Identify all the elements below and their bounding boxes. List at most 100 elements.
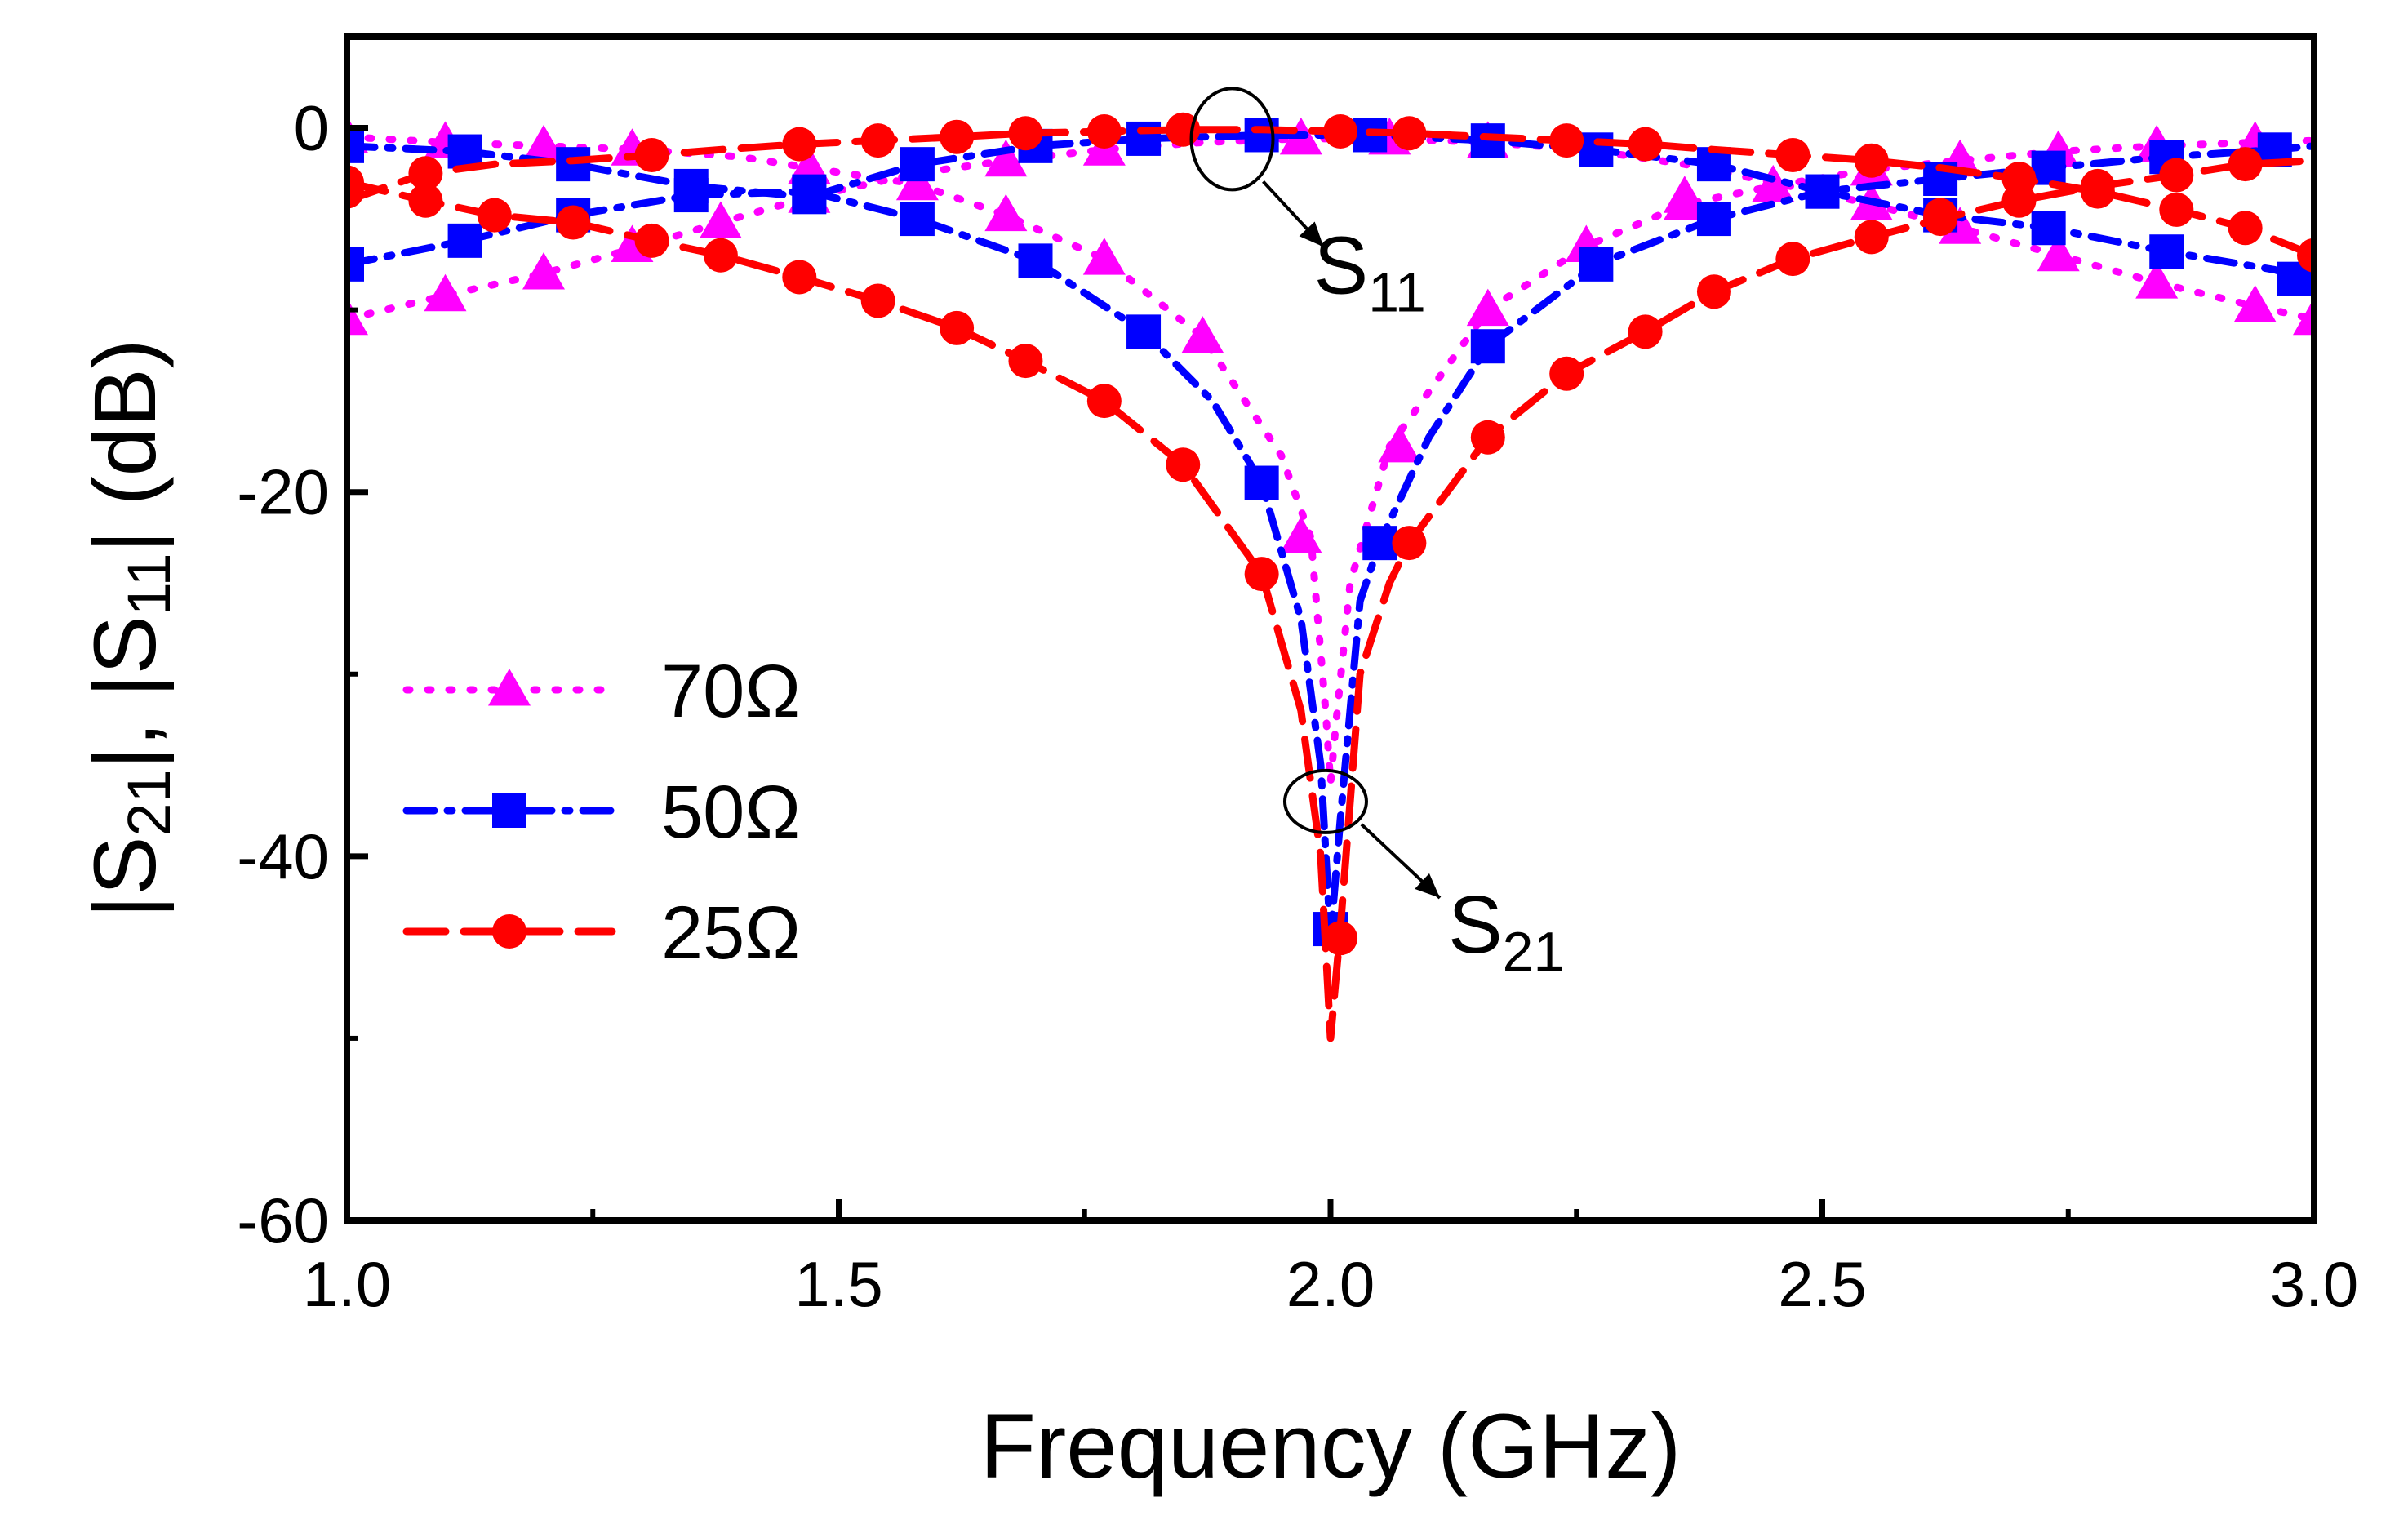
series-1-s21-point-8: [1244, 465, 1279, 500]
series-2-s11-point-6: [940, 119, 975, 154]
series-1-s21-point-14: [1805, 174, 1840, 209]
series-0-s11-point-1: [424, 273, 467, 312]
series-2-s21-point-17: [1628, 314, 1663, 349]
legend: 70Ω 50Ω 25Ω: [402, 650, 801, 975]
series-2-s21-point-14: [1392, 526, 1427, 561]
series-1-s21-point-1: [447, 223, 482, 258]
series-2-s11-point-4: [782, 127, 817, 162]
series-1-s11-point-15: [2031, 211, 2066, 246]
series-2-s21-point-19: [1775, 242, 1810, 277]
series-0-s21-point-15: [1752, 164, 1795, 202]
series-1-s11-point-0: [347, 128, 364, 163]
series-0-s11-point-15: [2233, 285, 2277, 322]
series-0-s21-point-11: [1378, 424, 1421, 463]
series-1-s21-line: [347, 142, 2314, 942]
series-1-s11-point-11: [1579, 132, 1614, 167]
x-tick-label-4: 3.0: [2270, 1248, 2358, 1320]
series-0-s11-point-5: [984, 139, 1028, 177]
series-1-s21-point-0: [347, 247, 364, 282]
annotation-label-0: S11: [1314, 220, 1426, 323]
legend-label-2: 25Ω: [661, 891, 801, 975]
series-2-s11-point-3: [634, 138, 669, 172]
series-2-s11-point-10: [1323, 114, 1358, 149]
series-2-s11-point-7: [1008, 116, 1043, 151]
series-0-s21-point-12: [1466, 288, 1509, 327]
series-1-s11-point-16: [2149, 234, 2184, 269]
y-axis-title-sub2: 11: [115, 553, 183, 616]
annotations: S11 S21: [1189, 87, 1564, 983]
series-2-s21-point-5: [703, 238, 738, 273]
annotation-arrowhead-1: [1415, 873, 1440, 898]
legend-marker-2: [492, 914, 526, 949]
series-1-s21-point-4: [792, 174, 827, 209]
series-0-s21-point-4: [699, 201, 742, 239]
series-2-s11-point-15: [1854, 143, 1889, 178]
series-0-s21-point-10: [1279, 516, 1322, 553]
x-tick-label-1: 1.5: [794, 1248, 882, 1320]
series-2-s21-point-0: [347, 165, 364, 200]
series-2-s11-point-1: [408, 156, 443, 191]
series-2-s21-point-1: [408, 183, 443, 218]
y-tick-label-2: -40: [237, 820, 329, 892]
series-2-s21-point-25: [2228, 147, 2263, 182]
annotation-label-1: S21: [1448, 879, 1564, 983]
x-tick-label-3: 2.5: [1778, 1248, 1866, 1320]
series-2-s11-point-11: [1392, 116, 1427, 151]
y-tick-label-0: 0: [294, 92, 329, 164]
series-2-s21-point-8: [940, 310, 975, 345]
series-0-s11-point-16: [2293, 297, 2314, 336]
series-1-s21-point-7: [1126, 314, 1162, 349]
series-1-s21-point-3: [673, 178, 709, 213]
series-2-s11-point-5: [860, 123, 895, 158]
series-0-s11-point-12: [1939, 207, 1982, 244]
x-tick-label-0: 1.0: [303, 1248, 391, 1320]
legend-item-1: 50Ω: [402, 771, 801, 854]
x-tick-label-2: 2.0: [1286, 1248, 1375, 1320]
series-0-s21-point-6: [895, 162, 939, 201]
series-0-s21-point-9: [1181, 316, 1224, 353]
legend-marker-0: [488, 669, 531, 706]
annotation-ellipse-0: [1189, 87, 1275, 192]
legend-marker-1: [492, 793, 526, 828]
series-1-s21-point-13: [1696, 202, 1731, 237]
series-1-s21-point-6: [1018, 243, 1053, 278]
series-2-s21-point-23: [2080, 168, 2115, 203]
legend-item-2: 25Ω: [402, 891, 801, 975]
series-2-s21-point-18: [1696, 274, 1731, 309]
series-2-s21-point-3: [556, 205, 591, 240]
series-2-s21-point-2: [477, 198, 512, 233]
series-1-s11-point-5: [900, 147, 935, 182]
series-2: [347, 112, 2314, 1042]
annotation-1: S21: [1282, 768, 1564, 983]
annotation-arrowhead-0: [1299, 221, 1324, 247]
series-0-s21-point-7: [984, 193, 1028, 232]
series-1: [347, 118, 2314, 947]
series-2-s21-point-4: [634, 223, 669, 258]
series-layer: [347, 112, 2314, 1042]
series-2-s21-point-6: [782, 260, 817, 295]
series-2-s21-point-11: [1166, 447, 1201, 482]
series-0-s21-point-14: [1663, 183, 1706, 220]
series-2-s21-point-21: [1923, 202, 1958, 237]
series-2-s21-point-20: [1854, 220, 1889, 255]
y-axis-title-part1: |S: [75, 837, 174, 918]
series-2-s11-point-8: [1086, 114, 1122, 149]
series-2-s21-point-12: [1244, 557, 1279, 592]
series-1-s11-point-1: [447, 134, 482, 169]
series-0-s11-point-13: [2037, 233, 2080, 272]
series-1-s21-point-10: [1362, 526, 1397, 561]
series-2-s21-point-10: [1086, 384, 1122, 419]
series-2-s21-point-15: [1470, 420, 1505, 455]
series-0-s11-point-2: [522, 252, 565, 290]
y-axis-title-part3: | (dB): [75, 339, 174, 553]
series-2-s21-point-7: [860, 283, 895, 318]
series-1-s21-point-12: [1579, 247, 1614, 282]
y-axis-title-part2: |, |S: [75, 616, 174, 769]
series-2-s21-point-16: [1549, 356, 1584, 391]
y-axis-title-sub1: 21: [115, 769, 183, 836]
annotation-0: S11: [1189, 87, 1426, 323]
y-tick-label-1: -20: [237, 456, 329, 528]
x-axis-title: Frequency (GHz): [980, 1395, 1682, 1497]
series-0-s21-point-2: [522, 124, 565, 162]
